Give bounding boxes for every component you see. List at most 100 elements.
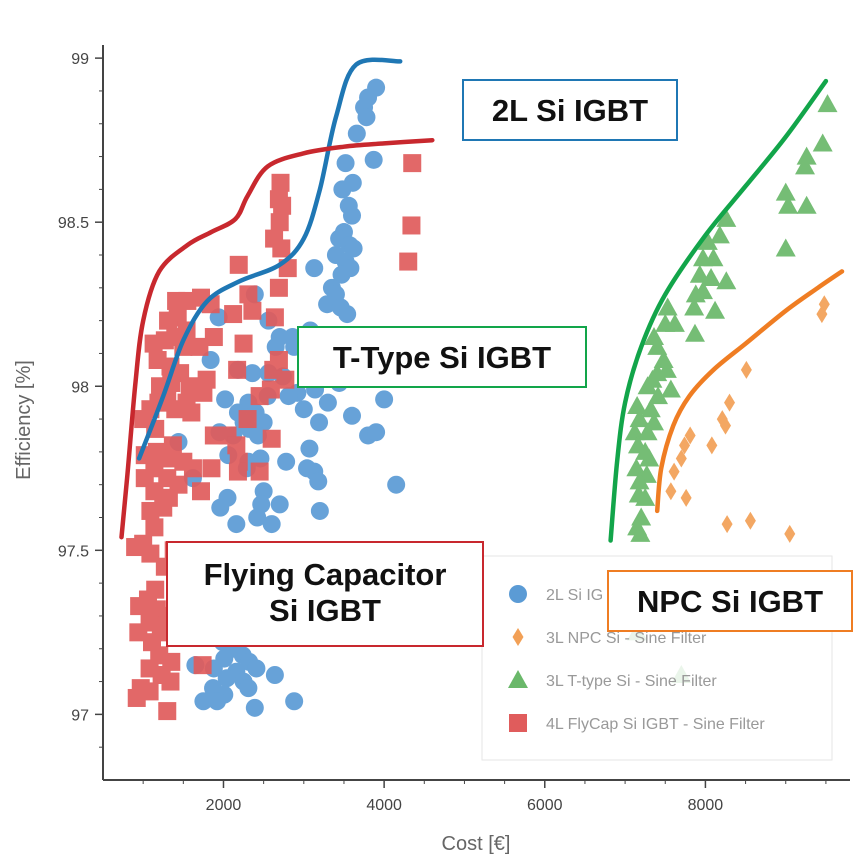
data-point-square — [227, 436, 246, 455]
data-point-square — [161, 672, 180, 691]
data-point-square — [271, 173, 290, 192]
data-point-triangle — [716, 208, 737, 227]
data-point-square — [194, 383, 213, 402]
data-point-circle — [248, 508, 267, 527]
data-point-circle — [333, 180, 352, 199]
data-point-triangle — [629, 471, 650, 490]
annotation-flying-capacitor-si-igbt: Flying Capacitor Si IGBT — [166, 541, 484, 647]
annotation-2l-si-igbt: 2L Si IGBT — [462, 79, 678, 141]
data-point-square — [224, 305, 243, 324]
data-point-square — [158, 702, 177, 721]
data-point-square — [239, 285, 258, 304]
data-point-circle — [309, 472, 328, 491]
data-point-circle — [336, 154, 355, 173]
data-point-circle — [357, 108, 376, 127]
data-point-square — [273, 196, 292, 215]
data-point-circle — [285, 692, 304, 711]
data-point-square — [129, 623, 148, 642]
legend-marker-square — [509, 714, 527, 732]
data-point-triangle — [705, 300, 726, 319]
data-point-triangle — [775, 182, 796, 201]
data-point-triangle — [657, 297, 678, 316]
data-point-diamond — [720, 416, 731, 435]
data-point-circle — [310, 413, 329, 432]
data-point-square — [141, 544, 160, 563]
data-point-diamond — [721, 515, 733, 534]
x-axis-label: Cost [€] — [442, 833, 511, 855]
data-point-square — [228, 462, 247, 481]
pareto-curve — [654, 269, 845, 514]
data-point-square — [144, 334, 163, 353]
data-point-circle — [243, 364, 262, 383]
data-point-circle — [227, 515, 246, 534]
annotation-t-type-si-igbt: T-Type Si IGBT — [297, 326, 587, 388]
data-point-circle — [245, 698, 264, 717]
y-tick-label: 97 — [71, 707, 89, 724]
data-point-diamond — [724, 393, 736, 412]
data-point-square — [190, 337, 209, 356]
data-point-circle — [310, 501, 329, 520]
data-point-circle — [294, 400, 313, 419]
annotation-fc-line-2: Si IGBT — [269, 593, 381, 628]
data-point-triangle — [637, 422, 658, 441]
data-point-circle — [387, 475, 406, 494]
data-point-square — [180, 377, 199, 396]
data-point-circle — [344, 239, 363, 258]
annotation-2l-line-1: 2L Si IGBT — [491, 93, 649, 128]
series-diamond-points — [665, 295, 830, 543]
annotation-fc-line-1: Flying Capacitor — [203, 557, 447, 592]
annotation-npc-line-1: NPC Si IGBT — [636, 584, 823, 619]
data-point-square — [250, 387, 269, 406]
data-point-diamond — [675, 449, 687, 468]
data-point-triangle — [795, 156, 816, 175]
data-point-diamond — [816, 305, 828, 324]
legend-label: 2L Si IG — [546, 587, 603, 604]
legend-label: 3L NPC Si - Sine Filter — [546, 630, 707, 647]
data-point-square — [228, 360, 247, 379]
data-point-square — [127, 688, 146, 707]
data-point-triangle — [660, 379, 681, 398]
data-point-circle — [249, 426, 268, 445]
data-point-square — [159, 311, 178, 330]
data-point-triangle — [640, 399, 661, 418]
x-tick-label: 4000 — [366, 797, 402, 814]
data-point-diamond — [665, 482, 677, 501]
data-point-triangle — [684, 297, 705, 316]
x-ticks: 2000 4000 6000 8000 — [142, 780, 827, 814]
data-point-diamond — [684, 426, 696, 445]
data-point-diamond — [680, 488, 692, 507]
annotation-npc-si-igbt: NPC Si IGBT — [607, 570, 853, 632]
data-point-triangle — [664, 313, 685, 332]
data-point-diamond — [679, 436, 691, 455]
data-point-triangle — [716, 271, 737, 290]
data-point-triangle — [626, 458, 647, 477]
data-point-triangle — [697, 231, 718, 250]
data-point-square — [262, 429, 281, 448]
data-point-triangle — [647, 336, 668, 355]
x-tick-label: 8000 — [688, 797, 724, 814]
data-point-diamond — [706, 436, 718, 455]
data-point-square — [167, 291, 186, 310]
data-point-circle — [343, 206, 361, 225]
pareto-curve — [136, 57, 403, 461]
data-point-square — [276, 370, 295, 389]
data-point-diamond — [784, 524, 796, 543]
data-point-circle — [194, 692, 213, 711]
data-point-circle — [300, 439, 319, 458]
data-point-square — [265, 308, 284, 327]
data-point-triangle — [684, 323, 705, 342]
y-ticks: 97 97.5 98 98.5 99 — [58, 51, 103, 748]
data-point-triangle — [817, 94, 838, 113]
data-point-circle — [279, 387, 298, 406]
data-point-square — [403, 154, 422, 173]
data-point-triangle — [635, 487, 656, 506]
data-point-circle — [332, 265, 351, 284]
data-point-circle — [277, 452, 296, 471]
data-point-triangle — [689, 264, 710, 283]
data-point-circle — [239, 679, 258, 698]
data-point-circle — [247, 659, 266, 678]
legend-marker-diamond — [512, 628, 524, 646]
legend-label: 4L FlyCap Si IGBT - Sine Filter — [546, 716, 765, 733]
data-point-circle — [318, 393, 337, 412]
